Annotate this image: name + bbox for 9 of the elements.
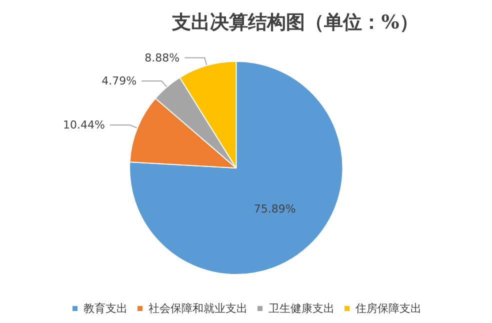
data-label: 75.89% [254, 202, 296, 216]
data-label: 10.44% [62, 118, 105, 132]
data-label: 4.79% [102, 74, 137, 88]
legend-label: 教育支出 [84, 302, 128, 315]
data-label: 8.88% [144, 51, 180, 64]
legend-label: 住房保障支出 [356, 302, 422, 315]
legend-label: 卫生健康支出 [268, 302, 334, 315]
chart-title: 支出决算结构图（单位：%） [171, 12, 418, 34]
legend-label: 社会保障和就业支出 [148, 302, 248, 315]
